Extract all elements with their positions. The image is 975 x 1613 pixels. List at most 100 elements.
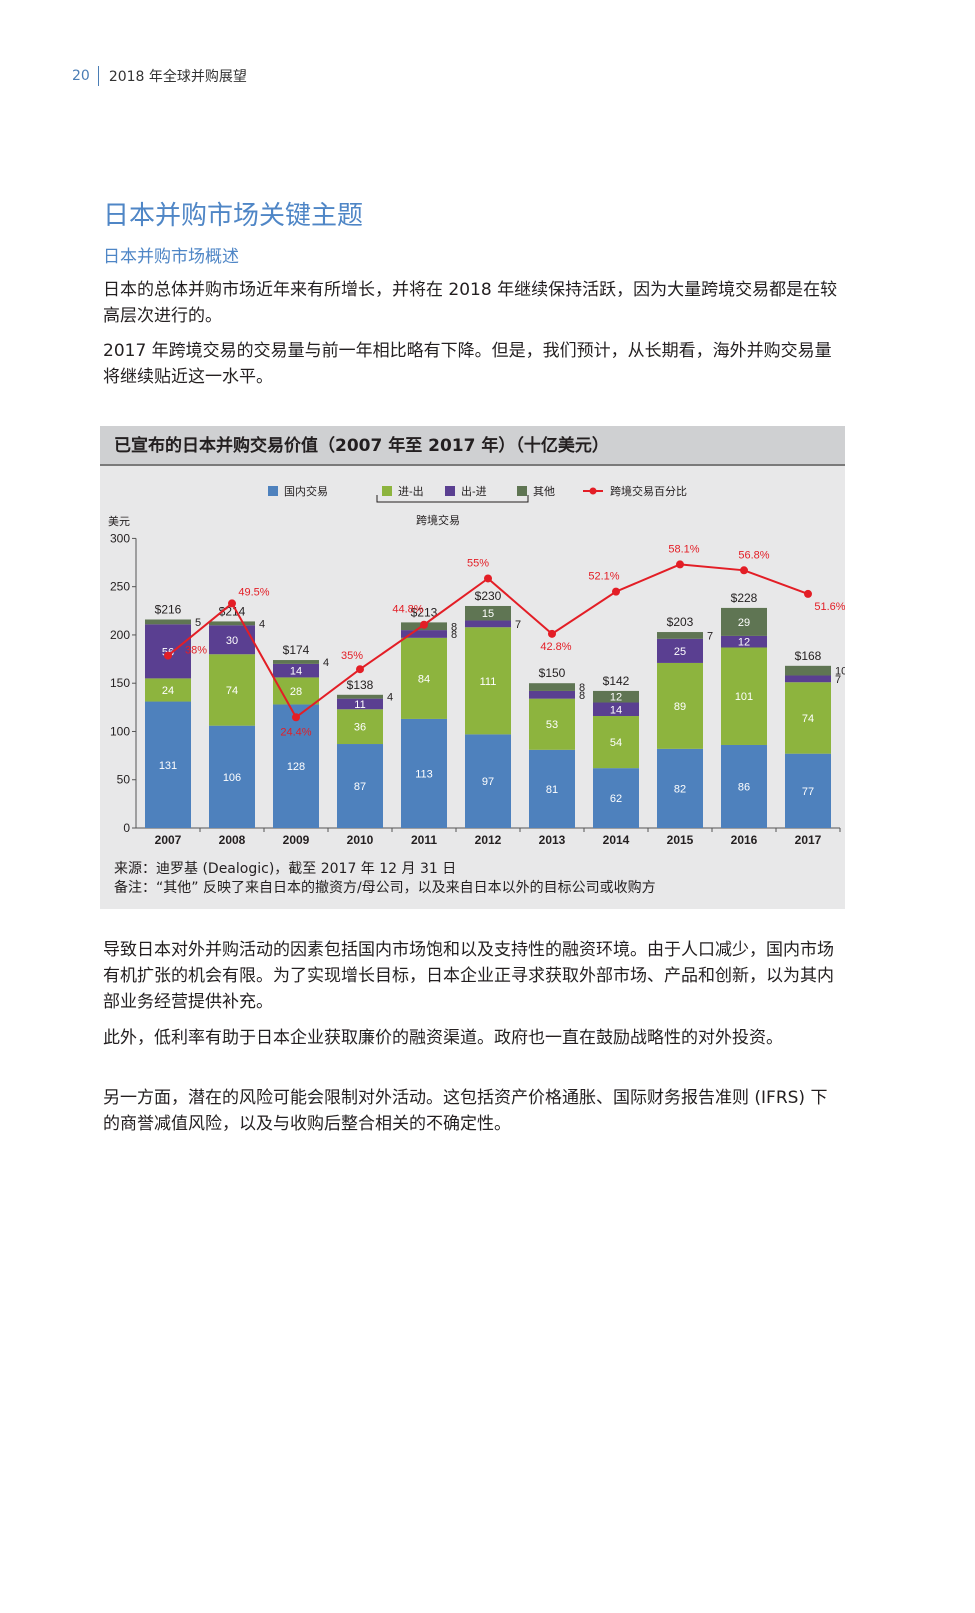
bar-2009-s2	[273, 663, 319, 678]
bar-label-2012-s1: 111	[480, 676, 497, 688]
bar-label-2013-s0: 81	[546, 784, 558, 796]
bar-label-2011-s0: 113	[415, 768, 433, 780]
bar-2014-s3	[593, 690, 639, 703]
bar-total-2009: $174	[283, 643, 310, 657]
pct-point-2017	[804, 589, 812, 598]
bar-label-2008-s0: 106	[223, 772, 241, 784]
bar-2007-s2	[145, 624, 191, 679]
header-divider	[97, 66, 99, 86]
pct-label-2012: 55%	[467, 557, 489, 569]
bar-2007-s0	[145, 701, 191, 828]
legend-bracket	[376, 495, 529, 503]
chart-footnote: 备注：“其他” 反映了来自日本的撤资方/母公司，以及来自日本以外的目标公司或收购…	[114, 880, 656, 896]
bar-total-2007: $216	[155, 602, 182, 616]
bar-label-2014-s3: 12	[610, 692, 622, 704]
pct-label-2015: 58.1%	[668, 543, 699, 555]
bar-label-2008-s1: 74	[226, 685, 238, 697]
bar-label-2014-s2: 14	[610, 704, 622, 716]
bar-2012-s2	[465, 620, 511, 628]
pct-label-2009: 24.4%	[280, 726, 311, 738]
pct-point-2009	[292, 713, 300, 722]
y-tick-label-0: 0	[123, 821, 130, 835]
bar-label-2008-s2: 30	[226, 635, 238, 647]
bar-2011-s0	[401, 718, 447, 828]
x-tick-label-2013: 2013	[539, 833, 566, 847]
bar-label-2012-s2: 7	[515, 619, 521, 631]
bar-total-2010: $138	[347, 678, 374, 692]
legend-swatch-3	[517, 486, 527, 496]
pct-label-2014: 52.1%	[588, 571, 619, 583]
legend-label-0: 国内交易	[284, 484, 328, 498]
bar-2017-s0	[785, 753, 831, 828]
report-title: 2018 年全球并购展望	[108, 69, 247, 85]
bar-2013-s0	[529, 749, 575, 828]
bar-label-2008-s3: 4	[259, 618, 265, 630]
body-paragraph-1: 导致日本对外并购活动的因素包括国内市场饱和以及支持性的融资环境。由于人口减少，国…	[103, 940, 834, 1012]
section-title: 日本并购市场关键主题	[103, 201, 364, 231]
bar-2016-s0	[721, 744, 767, 828]
pct-label-2013: 42.8%	[540, 641, 571, 653]
legend-swatch-1	[382, 486, 392, 496]
pct-point-2008	[228, 599, 236, 608]
bar-label-2010-s0: 87	[354, 781, 366, 793]
body-paragraph-2: 此外，低利率有助于日本企业获取廉价的融资渠道。政府也一直在鼓励战略性的对外投资。	[103, 1028, 783, 1048]
pct-point-2007	[164, 651, 172, 660]
legend-swatch-2	[445, 486, 455, 496]
bar-2010-s2	[337, 698, 383, 710]
legend-label-line: 跨境交易百分比	[610, 484, 687, 498]
pct-label-2016: 56.8%	[738, 549, 769, 561]
pct-label-2007: 38%	[185, 645, 207, 657]
bar-2014-s2	[593, 702, 639, 717]
bar-2009-s3	[273, 660, 319, 664]
x-tick-label-2014: 2014	[603, 833, 630, 847]
bar-label-2016-s2: 12	[738, 637, 750, 649]
pct-point-2015	[676, 560, 684, 569]
bar-label-2011-s1: 84	[418, 673, 430, 685]
bar-2007-s3	[145, 619, 191, 625]
bar-label-2011-s3: 8	[451, 621, 457, 633]
pct-label-2017: 51.6%	[814, 601, 845, 613]
bar-total-2015: $203	[667, 615, 694, 629]
pct-point-2010	[356, 665, 364, 674]
bar-2007-s1	[145, 678, 191, 702]
bar-2008-s1	[209, 654, 255, 726]
bar-2008-s0	[209, 725, 255, 828]
x-tick-label-2007: 2007	[155, 833, 182, 847]
bar-2014-s0	[593, 768, 639, 828]
y-tick-label-50: 50	[117, 773, 131, 787]
y-tick-label-250: 250	[110, 580, 130, 594]
bar-label-2011-s2: 8	[451, 629, 457, 641]
y-axis-label: 美元	[108, 515, 130, 528]
bar-label-2012-s0: 97	[482, 776, 494, 788]
bar-label-2017-s1: 74	[802, 713, 814, 725]
bar-total-2016: $228	[731, 591, 758, 605]
bar-label-2010-s3: 4	[387, 692, 393, 704]
bar-2012-s0	[465, 734, 511, 828]
bar-label-2016-s1: 101	[735, 691, 753, 703]
y-tick-label-300: 300	[110, 531, 130, 545]
pct-point-2014	[612, 587, 620, 596]
bar-2017-s2	[785, 675, 831, 683]
bar-total-2011: $213	[411, 605, 438, 619]
bar-2015-s0	[657, 748, 703, 828]
bar-label-2010-s2: 11	[354, 699, 365, 711]
x-tick-label-2017: 2017	[795, 833, 822, 847]
bar-2017-s1	[785, 682, 831, 754]
page-header: 20 2018 年全球并购展望	[72, 66, 247, 86]
chart-box-title: 已宣布的日本并购交易价值（2007 年至 2017 年）（十亿美元）	[100, 426, 845, 466]
bar-label-2015-s2: 25	[674, 646, 686, 658]
bar-label-2007-s1: 24	[162, 685, 174, 697]
page-number: 20	[72, 68, 90, 84]
subsection-title: 日本并购市场概述	[103, 247, 239, 267]
x-tick-label-2008: 2008	[219, 833, 246, 847]
bar-label-2017-s0: 77	[802, 786, 814, 798]
y-tick-label-200: 200	[110, 628, 130, 642]
bar-label-2009-s3: 4	[323, 657, 329, 669]
legend-swatch-0	[268, 486, 278, 496]
bar-2010-s0	[337, 744, 383, 828]
bar-2016-s2	[721, 635, 767, 648]
x-tick-label-2012: 2012	[475, 833, 502, 847]
bar-label-2015-s3: 7	[707, 630, 713, 642]
bar-2015-s2	[657, 638, 703, 663]
